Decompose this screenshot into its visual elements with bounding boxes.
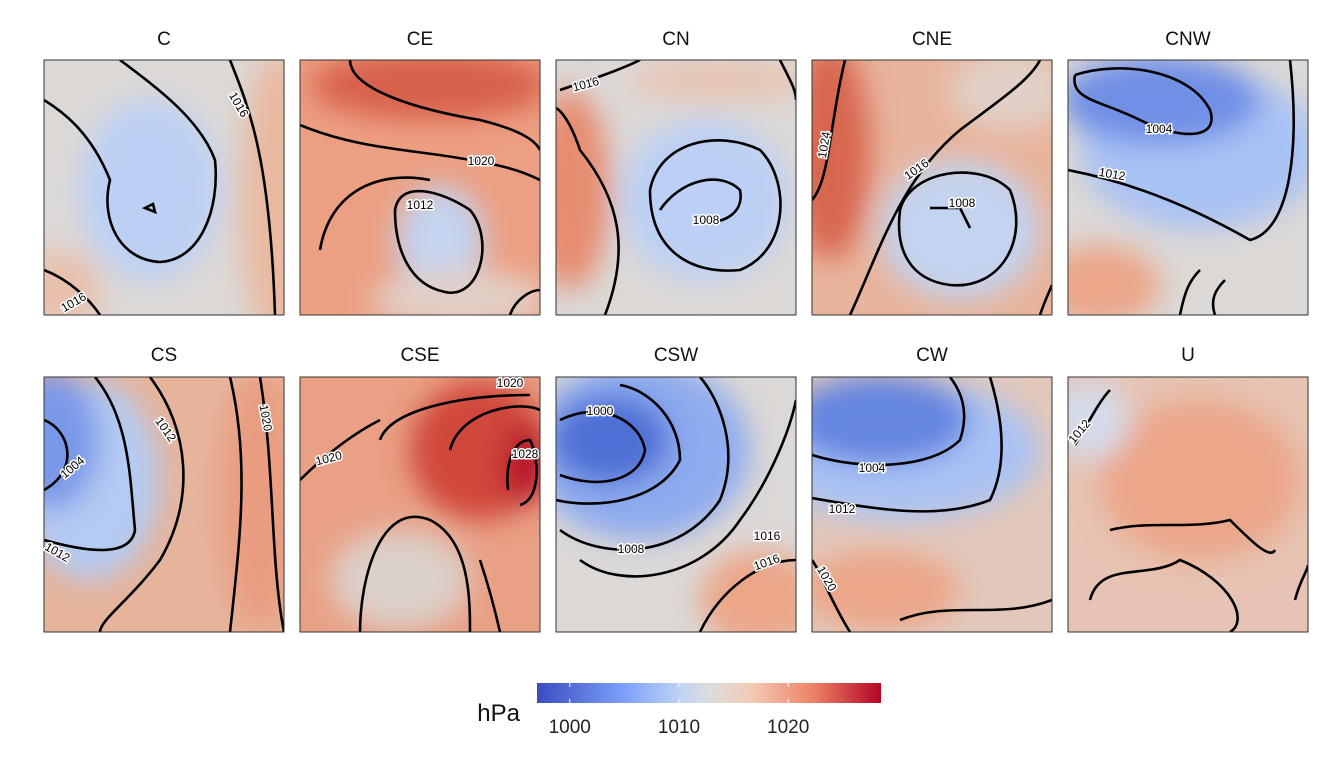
contour-labels: 1016 1016 1020 1012 1016 1008 1024 1016 … (41, 72, 1174, 595)
panel-frames (43, 59, 1309, 633)
map-panel (300, 377, 540, 632)
map-panel (556, 377, 796, 632)
contour-label: 1020 (497, 376, 524, 390)
panel-title: U (1181, 345, 1195, 366)
map-panel (44, 60, 284, 315)
colorbar-tick-label: 1020 (767, 717, 809, 738)
panel-title: CSW (654, 345, 698, 366)
colorbar-tick-label: 1010 (658, 717, 700, 738)
contour-label: 1020 (257, 403, 275, 432)
map-panel (556, 60, 796, 315)
colorbar-label: hPa (477, 700, 520, 727)
colorbar-tick-label: 1000 (549, 717, 591, 738)
panel-title: CE (407, 29, 433, 50)
panel-title: CN (662, 29, 689, 50)
map-panel (300, 60, 540, 315)
panel-title: CSE (400, 345, 439, 366)
colorbar (537, 683, 881, 703)
contour-label: 1028 (512, 447, 539, 461)
contour-label: 1020 (468, 154, 495, 168)
contour-label: 1012 (407, 198, 434, 212)
contour-label: 1008 (693, 213, 720, 227)
contour-label: 1004 (859, 461, 886, 475)
panel-title: CNE (912, 29, 952, 50)
map-panel (1068, 377, 1308, 632)
contour-label: 1024 (815, 130, 833, 159)
contour-label: 1004 (1146, 122, 1173, 136)
contour-label: 1008 (618, 542, 645, 556)
map-panel (812, 60, 1052, 315)
contour-label: 1012 (829, 502, 856, 516)
panel-title: C (157, 29, 171, 50)
contour-label: 1000 (587, 404, 614, 418)
map-panel (812, 377, 1052, 632)
contour-label: 1016 (754, 529, 781, 543)
contour-label: 1008 (949, 196, 976, 210)
panel-title: CNW (1165, 29, 1210, 50)
panel-title: CW (916, 345, 948, 366)
map-panel (1068, 60, 1308, 315)
contour-label: 1012 (1098, 165, 1127, 183)
panel-title: CS (151, 345, 177, 366)
map-panel (44, 377, 284, 632)
